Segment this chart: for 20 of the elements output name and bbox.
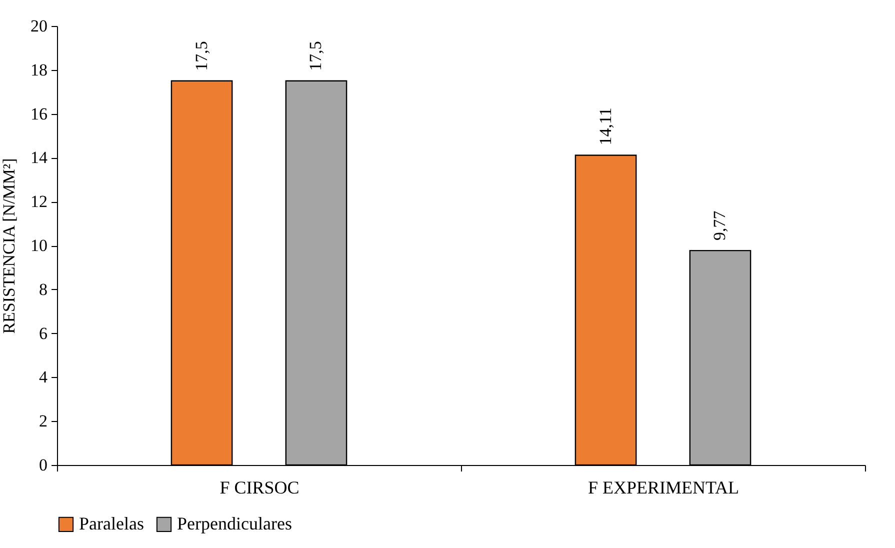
y-tick-label: 0 (39, 456, 48, 474)
y-tick-label: 14 (30, 148, 48, 168)
data-label: 14,11 (596, 108, 615, 146)
y-tick-label: 2 (39, 412, 48, 431)
y-tick-label: 8 (39, 280, 48, 299)
x-tick-label: F EXPERIMENTAL (588, 478, 740, 498)
legend-label: Perpendiculares (177, 513, 292, 534)
y-tick-label: 6 (39, 324, 48, 343)
y-tick-label: 20 (30, 16, 48, 36)
data-label: 17,5 (192, 41, 211, 71)
data-label: 17,5 (306, 41, 326, 71)
y-tick-label: 18 (30, 60, 48, 80)
y-tick-label: 10 (30, 236, 48, 255)
x-tick-label: F CIRSOC (220, 478, 300, 498)
y-axis-title: RESISTENCIA [N/MM²] (0, 158, 18, 334)
data-label: 9,77 (710, 210, 730, 241)
y-tick-label: 16 (30, 104, 48, 124)
legend-label: Paralelas (79, 513, 144, 534)
y-tick-label: 4 (39, 368, 48, 387)
y-tick-label: 12 (30, 192, 48, 212)
